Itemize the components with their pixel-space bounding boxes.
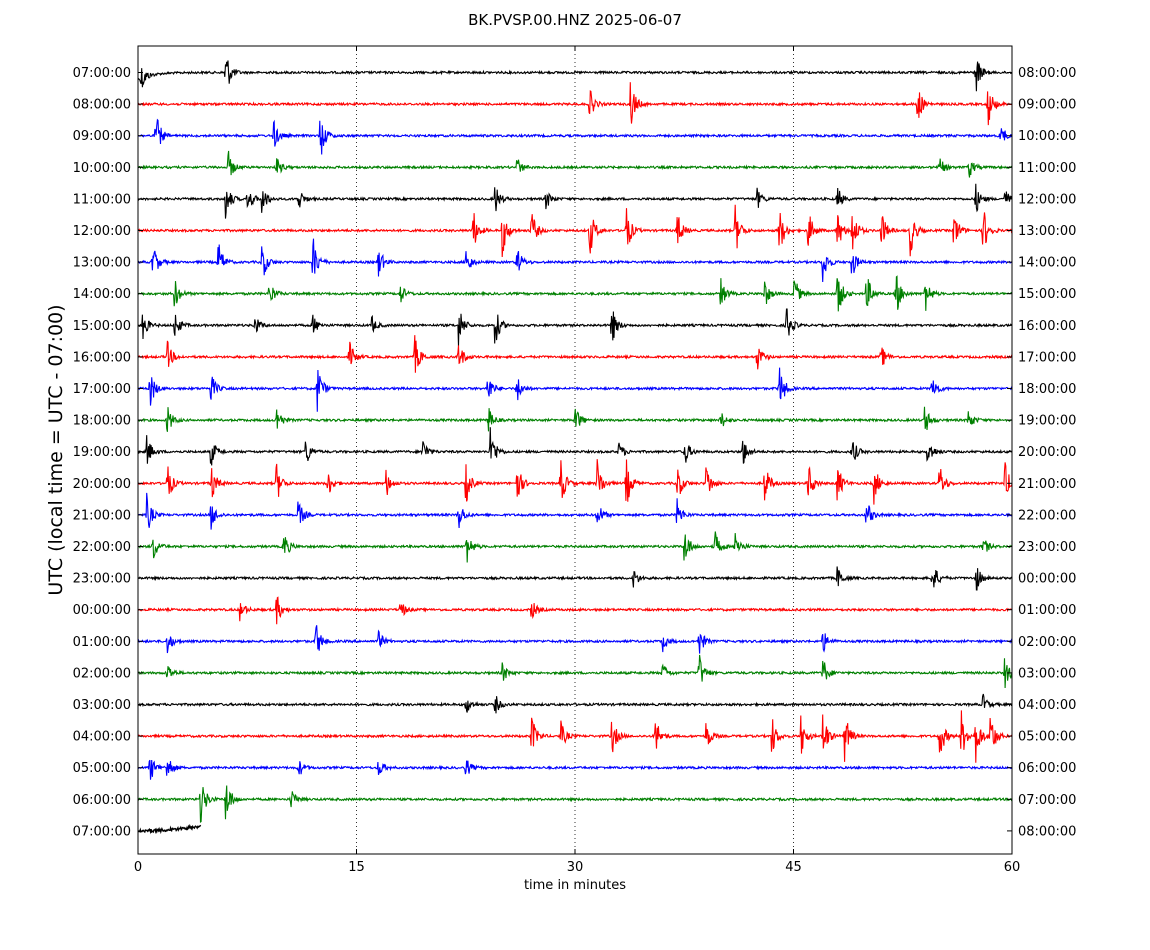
x-tick-label-2: 30 [567,860,584,875]
grid-lines [356,46,794,854]
y-tick-label-left-22: 05:00:00 [73,761,131,776]
y-tick-label-left-19: 02:00:00 [73,666,131,681]
trace-line-21 [138,710,1012,763]
y-tick-label-right-10: 18:00:00 [1018,382,1076,397]
y-tick-label-left-4: 11:00:00 [73,192,131,207]
y-tick-label-right-6: 14:00:00 [1018,256,1076,271]
y-tick-label-left-18: 01:00:00 [73,635,131,650]
y-tick-label-right-13: 21:00:00 [1018,477,1076,492]
trace-line-8 [138,308,1012,347]
y-tick-label-left-9: 16:00:00 [73,350,131,365]
y-tick-label-left-1: 08:00:00 [73,98,131,113]
y-ticks: 07:00:00 08:00:00 08:00:00 09:00:00 09:00:00… [73,66,1077,839]
x-axis-label: time in minutes [523,878,627,893]
y-tick-label-right-8: 16:00:00 [1018,319,1076,334]
y-tick-label-left-7: 14:00:00 [73,287,131,302]
y-tick-label-right-14: 22:00:00 [1018,508,1076,523]
trace-line-6 [138,238,1012,283]
y-tick-label-right-7: 15:00:00 [1018,287,1076,302]
y-tick-label-left-16: 23:00:00 [73,572,131,587]
trace-line-partial [138,823,202,835]
trace-line-15 [138,531,1012,563]
y-tick-label-left-2: 09:00:00 [73,129,131,144]
y-tick-label-left-5: 12:00:00 [73,224,131,239]
trace-line-5 [138,204,1012,258]
y-tick-label-left-10: 17:00:00 [73,382,131,397]
trace-line-10 [138,367,1012,412]
trace-line-3 [138,150,1012,178]
trace-line-13 [138,459,1012,505]
y-tick-label-left-17: 00:00:00 [73,603,131,618]
y-tick-label-left-21: 04:00:00 [73,730,131,745]
trace-line-20 [138,693,1012,714]
trace-line-23 [138,785,1012,824]
y-tick-label-left-0: 07:00:00 [73,66,131,81]
y-tick-label-right-19: 03:00:00 [1018,666,1076,681]
seismic-traces [138,60,1012,835]
y-tick-label-right-17: 01:00:00 [1018,603,1076,618]
y-tick-label-left-8: 15:00:00 [73,319,131,334]
trace-line-7 [138,275,1012,312]
x-tick-label-4: 60 [1004,860,1021,875]
y-tick-label-right-23: 07:00:00 [1018,793,1076,808]
y-tick-label-right-12: 20:00:00 [1018,445,1076,460]
trace-line-2 [138,118,1012,155]
y-tick-label-right-9: 17:00:00 [1018,350,1076,365]
y-tick-label-right-11: 19:00:00 [1018,414,1076,429]
y-tick-label-left-3: 10:00:00 [73,161,131,176]
y-tick-label-left-14: 21:00:00 [73,508,131,523]
y-tick-label-right-3: 11:00:00 [1018,161,1076,176]
x-tick-label-3: 45 [785,860,802,875]
trace-line-11 [138,406,1012,432]
x-ticks: 0 15 30 45 60 [134,46,1020,875]
trace-line-9 [138,335,1012,373]
trace-line-22 [138,759,1012,780]
y-tick-label-left-15: 22:00:00 [73,540,131,555]
trace-line-4 [138,183,1012,219]
y-tick-label-right-2: 10:00:00 [1018,129,1076,144]
y-tick-label-right-15: 23:00:00 [1018,540,1076,555]
trace-line-19 [138,654,1012,689]
chart-title: BK.PVSP.00.HNZ 2025-06-07 [468,11,682,29]
y-tick-label-right-4: 12:00:00 [1018,192,1076,207]
y-tick-label-left-23: 06:00:00 [73,793,131,808]
y-tick-label-right-5: 13:00:00 [1018,224,1076,239]
y-tick-label-left-13: 20:00:00 [73,477,131,492]
y-tick-label-left-24: 07:00:00 [73,824,131,839]
y-tick-label-right-16: 00:00:00 [1018,572,1076,587]
trace-line-18 [138,625,1012,654]
trace-line-12 [138,427,1012,466]
y-tick-label-left-11: 18:00:00 [73,414,131,429]
y-tick-label-left-20: 03:00:00 [73,698,131,713]
y-tick-label-right-24: 08:00:00 [1018,824,1076,839]
y-tick-label-right-1: 09:00:00 [1018,98,1076,113]
y-tick-label-right-0: 08:00:00 [1018,66,1076,81]
x-tick-label-1: 15 [348,860,365,875]
y-tick-label-right-18: 02:00:00 [1018,635,1076,650]
y-tick-label-left-6: 13:00:00 [73,256,131,271]
trace-line-1 [138,82,1012,126]
x-tick-label-0: 0 [134,860,142,875]
trace-line-17 [138,596,1012,625]
trace-line-0 [138,60,1012,92]
y-tick-label-left-12: 19:00:00 [73,445,131,460]
trace-line-14 [138,492,1012,530]
trace-line-16 [138,566,1012,591]
y-tick-label-right-20: 04:00:00 [1018,698,1076,713]
y-tick-label-right-22: 06:00:00 [1018,761,1076,776]
y-tick-label-right-21: 05:00:00 [1018,730,1076,745]
